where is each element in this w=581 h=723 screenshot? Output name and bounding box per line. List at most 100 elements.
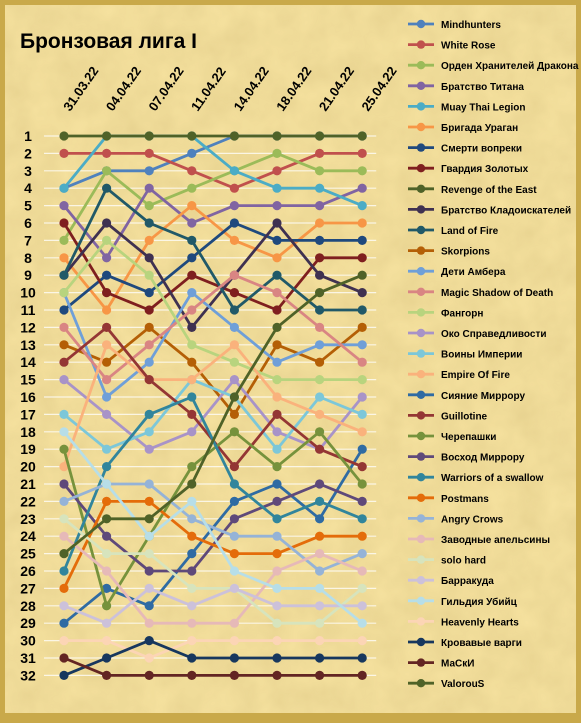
legend-item: Черепашки [408,431,496,443]
data-point [144,583,154,594]
y-tick-label: 26 [20,563,36,579]
data-point [357,218,367,228]
legend-swatch-marker [416,328,426,338]
data-point [272,166,282,176]
data-point [59,131,69,141]
data-point [102,479,112,489]
legend-label: Heavenly Hearts [441,617,519,628]
legend-swatch-marker [416,205,426,214]
data-point [187,253,197,263]
legend-label: Angry Crows [441,514,504,525]
legend-swatch-marker [416,19,426,29]
series-15 [59,375,367,454]
legend-item: Гильдия Убийц [408,596,518,608]
data-point [357,183,367,193]
series-line [62,221,363,329]
data-point [357,357,367,367]
data-point [102,514,112,524]
data-point [315,618,325,628]
y-tick-label: 23 [20,511,36,527]
data-point [315,479,325,489]
data-point [315,496,325,506]
data-point [144,653,154,663]
data-point [272,479,282,489]
data-point [59,357,69,367]
data-point [272,148,282,158]
legend-item: Revenge of the East [408,184,537,196]
data-point [102,618,112,628]
legend-label: Бригада Ураган [441,123,518,134]
data-point [144,427,154,437]
data-point [315,566,325,576]
legend-label: Empire Of Fire [441,370,510,381]
legend-item: solo hard [408,555,486,567]
data-point [102,305,112,315]
data-point [357,253,367,263]
data-point [357,636,367,646]
legend-item: Дети Амбера [408,266,506,278]
y-tick-label: 13 [20,337,36,353]
data-point [272,601,282,611]
series-30 [59,636,367,681]
data-point [229,479,239,489]
chart-title: Бронзовая лига I [20,30,197,53]
legend-item: Empire Of Fire [408,370,510,381]
data-point [315,531,325,541]
legend-label: Muay Thai Legion [441,102,525,113]
data-point [187,235,197,245]
data-point [357,305,367,315]
data-point [144,235,154,245]
legend-label: White Rose [441,41,496,52]
y-tick-label: 19 [20,441,36,457]
legend-swatch-marker [416,576,426,585]
data-point [229,514,239,524]
data-point [357,549,367,559]
legend-swatch-marker [416,452,426,461]
series-line [63,639,363,677]
data-point [315,427,325,437]
data-point [357,583,367,594]
y-tick-label: 4 [24,180,32,196]
data-point [59,148,69,158]
series-line [62,430,364,608]
data-point [229,531,239,541]
data-point [144,531,154,541]
data-point [59,444,69,454]
series-line [63,482,363,573]
legend-label: Magic Shadow of Death [441,288,553,299]
data-point [102,148,112,158]
data-point [357,514,367,524]
data-point [187,183,197,193]
data-point [315,583,325,594]
series-27 [59,583,367,628]
legend-label: solo hard [441,556,486,567]
data-point [315,201,325,211]
data-point [187,479,197,489]
data-point [315,357,325,367]
data-point [102,235,112,245]
legend-item: Warriors of a swallow [408,473,544,484]
legend-item: Воины Империи [408,349,522,361]
legend-swatch-marker [416,246,426,255]
data-point [59,636,69,646]
legend-swatch-marker [416,473,426,482]
series-line [62,273,364,382]
data-point [144,166,154,176]
data-point [102,496,112,506]
data-point [144,322,154,332]
data-point [144,496,154,506]
data-point [59,235,69,245]
data-point [187,340,197,350]
data-point [187,531,197,541]
y-tick-label: 7 [24,232,32,248]
data-point [187,409,197,419]
legend-item: Heavenly Hearts [408,617,519,628]
series-25 [59,531,367,628]
data-point [357,444,367,454]
data-point [102,340,112,350]
data-point [187,462,197,472]
data-point [315,514,325,524]
legend-swatch-marker [416,617,426,626]
data-point [315,340,325,350]
data-point [59,514,69,524]
